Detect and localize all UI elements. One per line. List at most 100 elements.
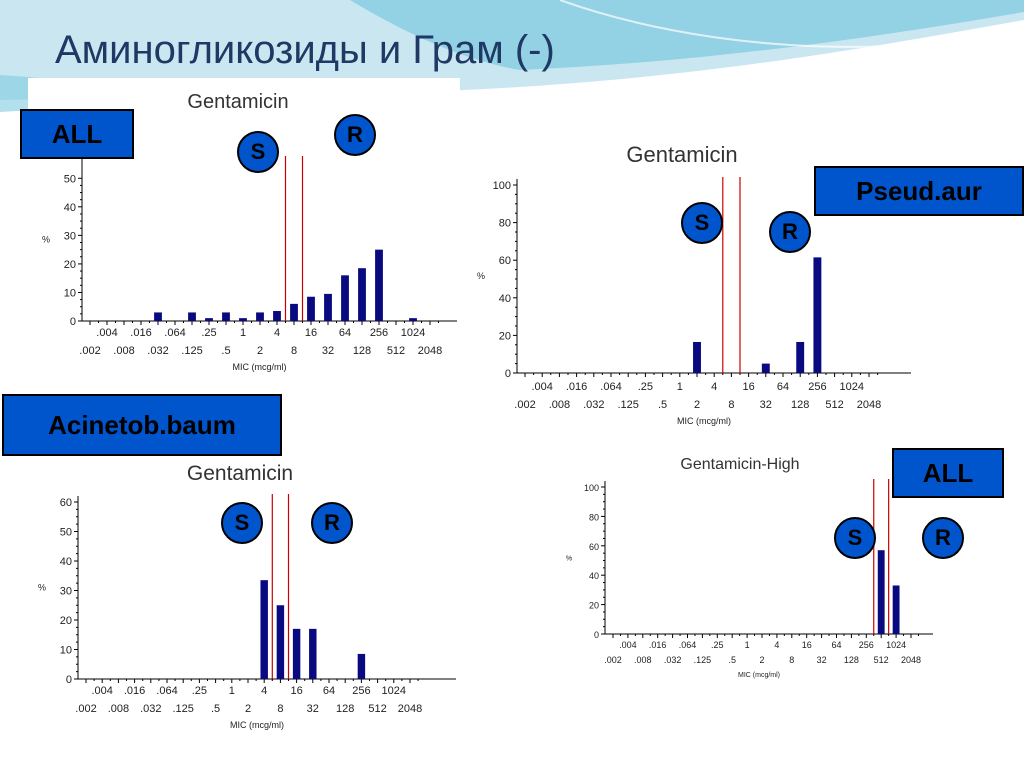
x-tick-label: 8	[789, 655, 794, 665]
x-tick-label: 1	[677, 381, 683, 393]
x-tick-label: .25	[201, 327, 216, 339]
x-tick-label: 512	[825, 399, 843, 411]
x-tick-label: .004	[619, 640, 637, 650]
tag-acinetob-baum: Acinetob.baum	[2, 394, 282, 456]
chart-title: Gentamicin	[187, 91, 288, 113]
y-tick-label: 50	[60, 527, 72, 539]
x-tick-label: 16	[802, 640, 812, 650]
x-tick-label: 8	[277, 703, 283, 715]
x-tick-label: .064	[156, 685, 177, 697]
x-tick-label: 16	[742, 381, 754, 393]
x-tick-label: .002	[604, 655, 622, 665]
bar	[813, 257, 822, 373]
chart-svg-all: Gentamicin 0 10 20 30 40 50% .002 .004 .008 .016 .0…	[42, 91, 457, 372]
y-tick-label: 60	[589, 542, 599, 552]
x-tick-label: 256	[808, 381, 826, 393]
x-tick-label: .008	[108, 703, 129, 715]
x-tick-label: .125	[172, 703, 193, 715]
x-axis-label: MIC (mcg/ml)	[230, 720, 284, 730]
y-tick-label: 100	[493, 180, 511, 192]
chart-svg-pseud: Gentamicin 0 20 40 60 80 100% .002 .004 .008 .016.…	[477, 142, 911, 426]
x-tick-label: 512	[874, 655, 889, 665]
x-tick-label: .002	[75, 703, 96, 715]
y-tick-label: 40	[60, 556, 72, 568]
x-tick-label: 1	[745, 640, 750, 650]
y-tick-label: 20	[60, 615, 72, 627]
y-tick-label: 40	[589, 571, 599, 581]
x-tick-label: 4	[274, 327, 280, 339]
bar	[761, 363, 770, 373]
x-tick-label: .5	[658, 399, 667, 411]
x-axis-label: MIC (mcg/ml)	[233, 362, 287, 372]
x-tick-label: 128	[353, 345, 371, 357]
x-tick-label: .002	[514, 399, 535, 411]
y-tick-label: 40	[64, 202, 76, 214]
bar	[409, 318, 417, 321]
y-tick-label: 0	[594, 630, 599, 640]
x-tick-label: 2	[257, 345, 263, 357]
x-tick-label: 1024	[401, 327, 425, 339]
chart-acinetob-baum: Gentamicin 0 10 20 30 40 50 60% .002 .004 .008 .016…	[30, 450, 470, 750]
bar	[256, 312, 264, 321]
x-tick-label: .008	[634, 655, 652, 665]
s-circle-all: S	[237, 131, 279, 173]
x-tick-label: 64	[323, 685, 335, 697]
r-circle-pseud: R	[769, 211, 811, 253]
x-tick-label: 128	[336, 703, 354, 715]
y-tick-label: 20	[499, 330, 511, 342]
x-tick-label: .004	[91, 685, 112, 697]
tag-all-1: ALL	[20, 109, 134, 159]
x-tick-label: 2	[245, 703, 251, 715]
x-tick-label: 2	[694, 399, 700, 411]
x-tick-label: .125	[617, 399, 638, 411]
y-axis-label: %	[42, 235, 50, 245]
bar	[307, 296, 315, 321]
x-tick-label: 32	[817, 655, 827, 665]
x-tick-label: .064	[600, 381, 621, 393]
x-tick-label: .5	[728, 655, 736, 665]
x-tick-label: .25	[192, 685, 207, 697]
x-tick-label: 1024	[886, 640, 906, 650]
bar	[796, 341, 805, 373]
bar	[324, 293, 332, 321]
x-tick-label: 64	[831, 640, 841, 650]
bar	[239, 318, 247, 321]
r-circle-high: R	[922, 517, 964, 559]
x-tick-label: .25	[638, 381, 653, 393]
x-tick-label: .25	[711, 640, 724, 650]
x-tick-label: .002	[79, 345, 100, 357]
x-tick-label: 4	[261, 685, 267, 697]
y-axis-label: %	[38, 583, 46, 593]
s-circle-high: S	[834, 517, 876, 559]
chart-title: Gentamicin	[187, 462, 293, 485]
bar	[357, 653, 366, 679]
y-tick-label: 100	[584, 483, 599, 493]
x-tick-label: 1	[229, 685, 235, 697]
tag-all-2: ALL	[892, 448, 1004, 498]
y-tick-label: 10	[64, 287, 76, 299]
bar	[205, 318, 213, 321]
x-tick-label: 128	[844, 655, 859, 665]
x-axis-label: MIC (mcg/ml)	[738, 672, 780, 679]
x-tick-label: 32	[307, 703, 319, 715]
bar	[892, 585, 900, 634]
x-tick-label: 4	[711, 381, 717, 393]
x-tick-label: .008	[113, 345, 134, 357]
x-tick-label: .125	[694, 655, 712, 665]
x-tick-label: .125	[181, 345, 202, 357]
tag-pseud-aur: Pseud.aur	[814, 166, 1024, 216]
bar	[877, 550, 885, 634]
x-tick-label: .064	[164, 327, 185, 339]
x-tick-label: 32	[322, 345, 334, 357]
bar	[693, 341, 701, 373]
chart-gentamicin-high: Gentamicin-High 0 20 40 60 80 100% .002 .004 .008…	[555, 443, 940, 686]
y-tick-label: 0	[66, 674, 72, 686]
x-tick-label: 8	[291, 345, 297, 357]
bar	[273, 311, 281, 321]
y-axis-label: %	[566, 556, 572, 563]
x-tick-label: 64	[777, 381, 789, 393]
x-tick-label: 8	[728, 399, 734, 411]
bar	[154, 312, 162, 321]
bar	[260, 580, 268, 679]
x-tick-label: 32	[760, 399, 772, 411]
